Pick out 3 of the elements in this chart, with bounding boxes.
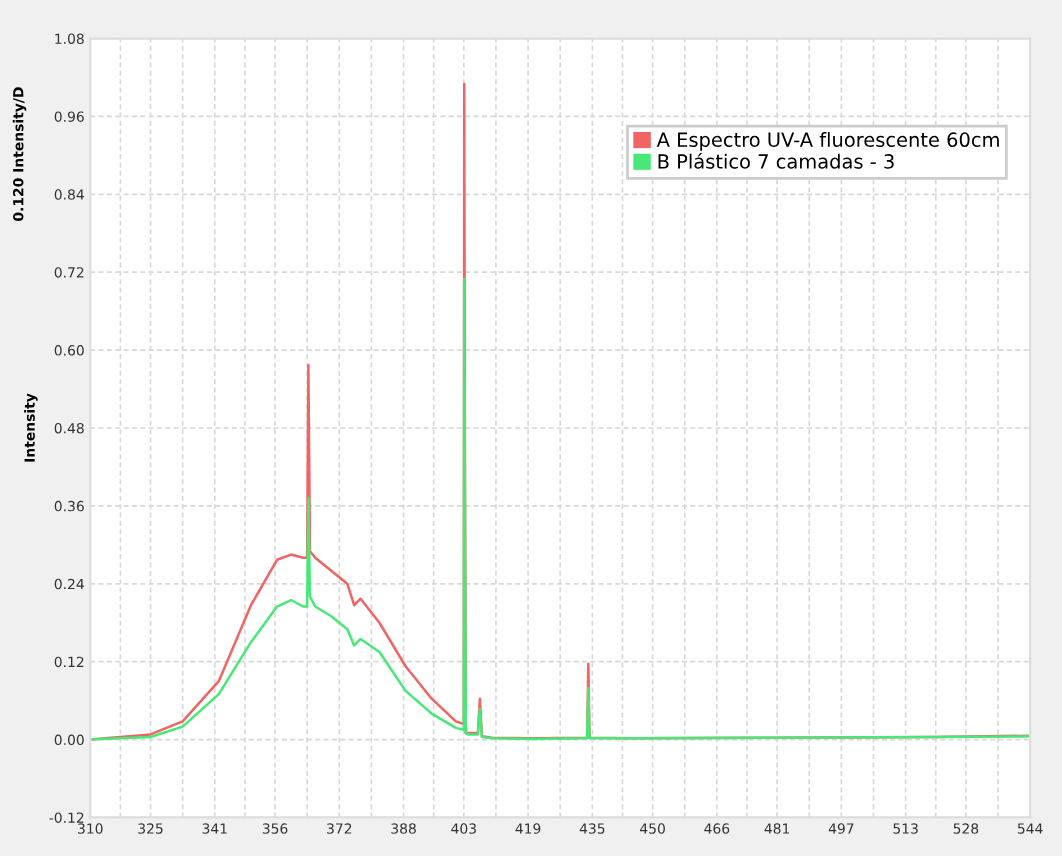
legend-label: B Plástico 7 camadas - 3 [658,152,894,169]
legend-label: A Espectro UV-A fluorescente 60cm [656,131,999,151]
line-series [90,277,1031,741]
